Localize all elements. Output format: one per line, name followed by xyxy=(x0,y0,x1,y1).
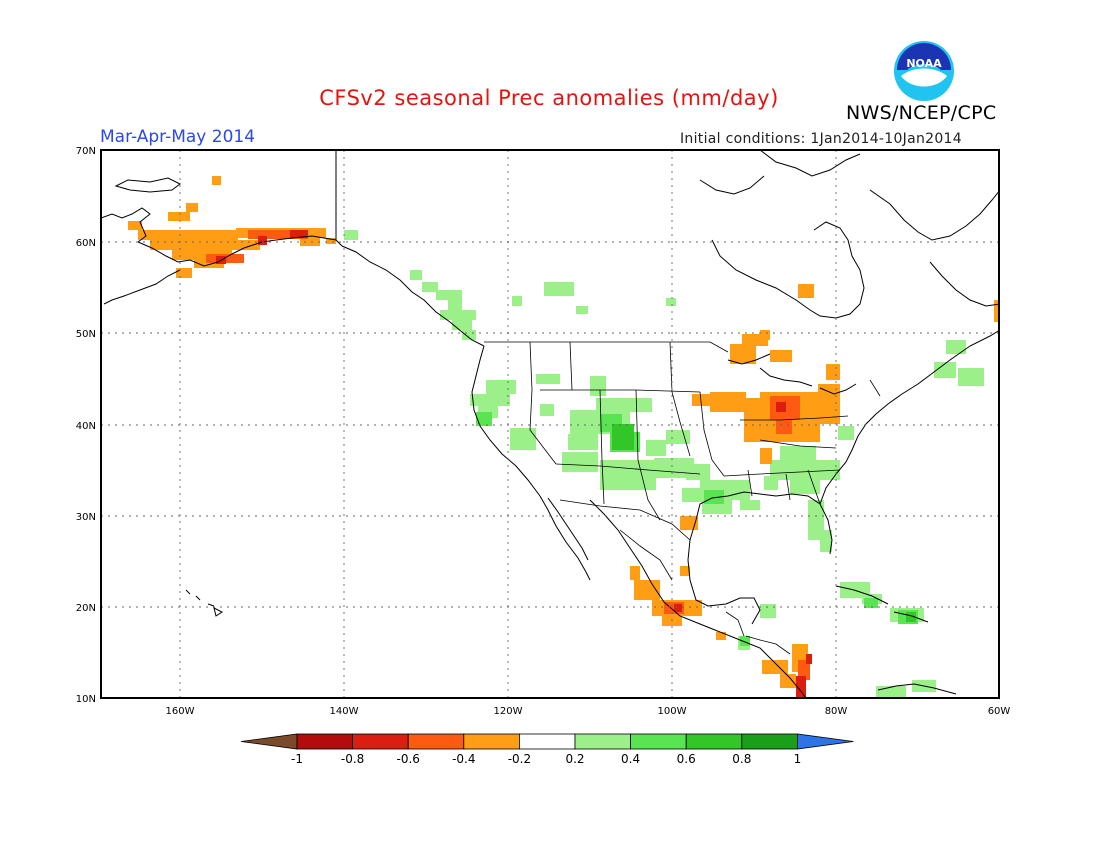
anomaly-cells xyxy=(128,176,999,698)
colorbar-tick-label: 0.8 xyxy=(732,752,751,766)
colorbar-tick-label: -0.4 xyxy=(452,752,475,766)
lat-tick-label: 20N xyxy=(76,603,96,614)
colorbar-low-arrow xyxy=(240,733,298,750)
noaa-logo-text: NOAA xyxy=(906,57,942,70)
colorbar-tick-label: -0.2 xyxy=(508,752,531,766)
colorbar-segment xyxy=(630,733,687,750)
colorbar-tick-label: 0.4 xyxy=(621,752,640,766)
colorbar-tick-label: 0.6 xyxy=(677,752,696,766)
noaa-logo-icon: NOAA xyxy=(894,41,954,101)
lat-tick-label: 60N xyxy=(76,238,96,249)
colorbar-tick-label: -0.6 xyxy=(396,752,419,766)
lat-tick-label: 40N xyxy=(76,421,96,432)
chart-title: CFSv2 seasonal Prec anomalies (mm/day) xyxy=(319,86,779,110)
lon-tick-label: 100W xyxy=(658,706,687,717)
colorbar-segment xyxy=(463,733,520,750)
lon-tick-label: 120W xyxy=(494,706,523,717)
graticule xyxy=(101,150,999,698)
colorbar-segment xyxy=(574,733,631,750)
period-label: Mar-Apr-May 2014 xyxy=(100,127,256,147)
lon-tick-label: 160W xyxy=(166,706,195,717)
lon-tick-label: 60W xyxy=(988,706,1011,717)
colorbar-tick-label: -0.8 xyxy=(341,752,364,766)
colorbar-segment xyxy=(519,733,576,750)
lat-tick-label: 30N xyxy=(76,512,96,523)
colorbar-segment xyxy=(741,733,798,750)
colorbar: -1 -0.8 -0.6 -0.4 -0.2 0.2 0.4 0.6 0.8 1 xyxy=(240,733,854,766)
lat-tick-label: 10N xyxy=(76,694,96,705)
colorbar-tick-label: -1 xyxy=(291,752,303,766)
map-frame xyxy=(100,149,1000,699)
lon-tick-label: 80W xyxy=(825,706,848,717)
organization-label: NWS/NCEP/CPC xyxy=(846,102,997,124)
colorbar-segment xyxy=(352,733,409,750)
lon-tick-label: 140W xyxy=(330,706,359,717)
colorbar-segment xyxy=(296,733,353,750)
colorbar-segment xyxy=(407,733,465,750)
lat-tick-label: 50N xyxy=(76,329,96,340)
colorbar-high-arrow xyxy=(797,733,854,750)
colorbar-segment xyxy=(685,733,743,750)
initial-conditions-label: Initial conditions: 1Jan2014-10Jan2014 xyxy=(680,131,962,147)
longitude-axis: 160W 140W 120W 100W 80W 60W xyxy=(166,706,1011,717)
latitude-axis: 70N 60N 50N 40N 30N 20N 10N xyxy=(76,146,96,705)
colorbar-tick-label: 1 xyxy=(794,752,802,766)
coastlines xyxy=(101,150,999,698)
colorbar-tick-label: 0.2 xyxy=(565,752,584,766)
political-borders xyxy=(484,341,881,655)
lat-tick-label: 70N xyxy=(76,146,96,157)
